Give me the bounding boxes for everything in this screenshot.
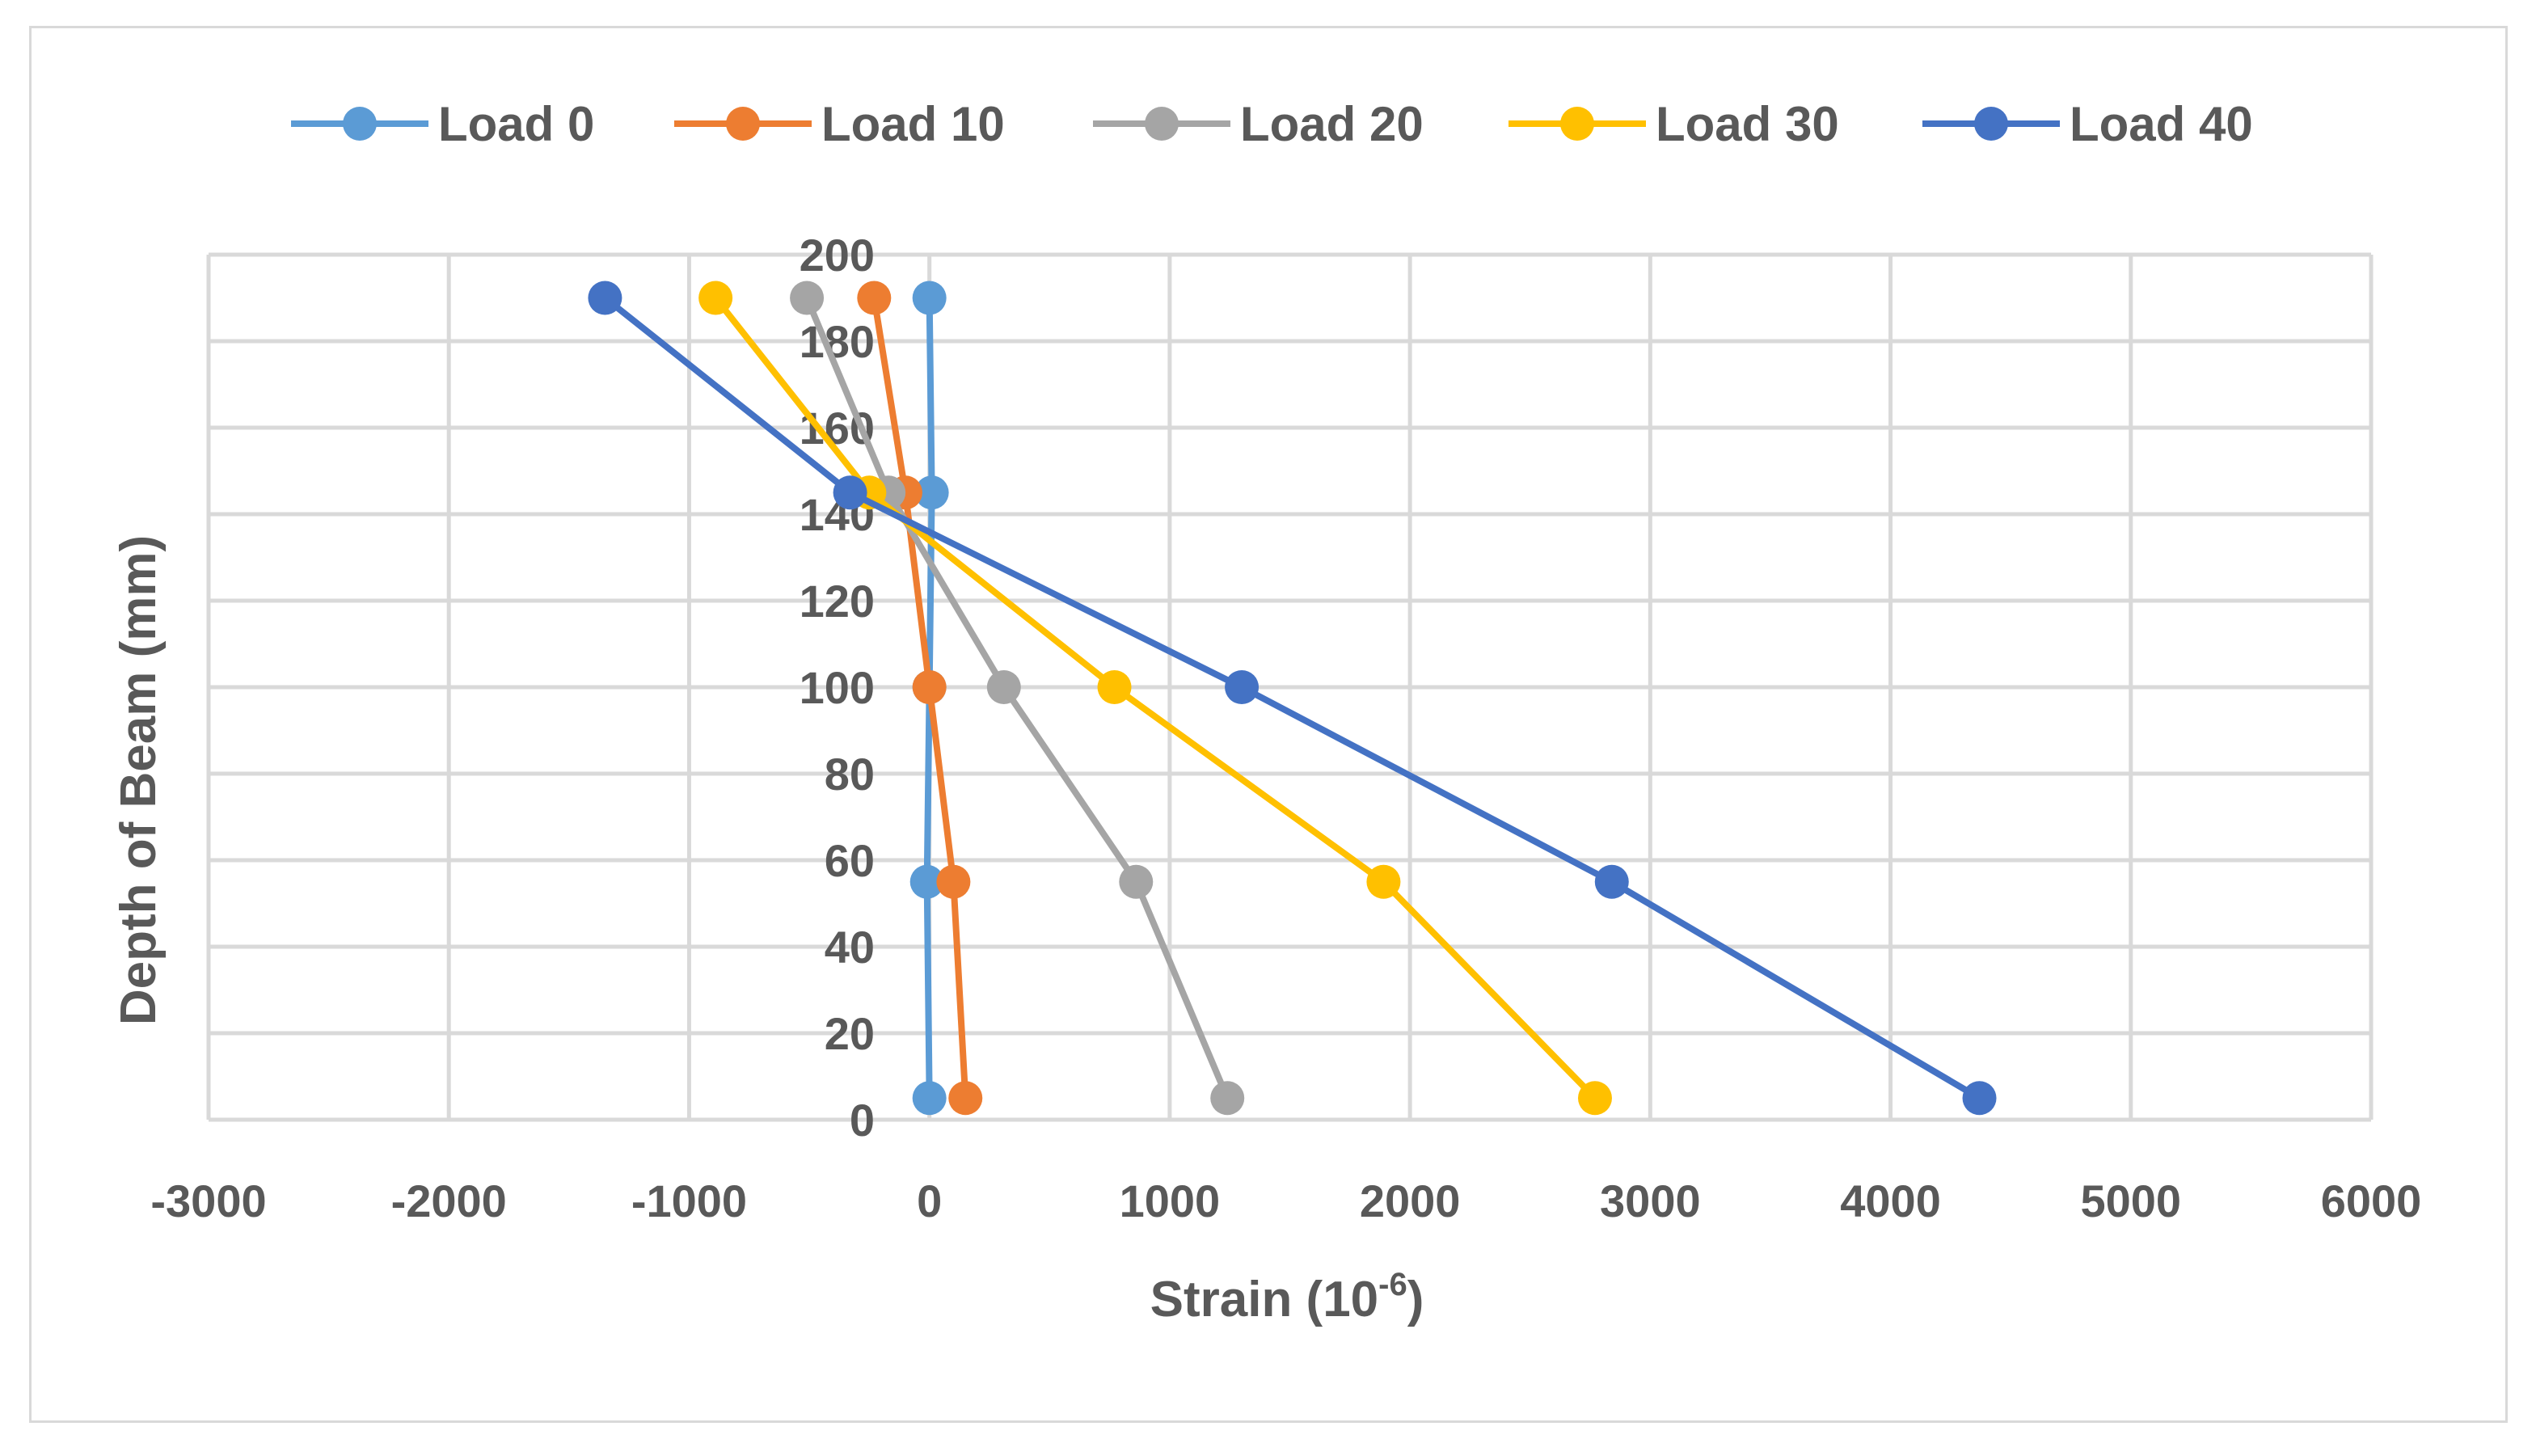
x-tick-label: -3000 [150,1175,266,1226]
legend-label: Load 40 [2070,97,2253,151]
data-point [1119,864,1154,899]
data-point [857,281,892,315]
y-tick-label: 40 [825,922,875,973]
legend-item[interactable]: Load 10 [674,97,1005,151]
legend-item[interactable]: Load 30 [1509,97,1839,151]
series-layer [588,281,1997,1116]
x-tick-label: 6000 [2321,1175,2422,1226]
data-point [1097,670,1132,704]
chart-area [29,26,2508,1423]
x-tick-label: 4000 [1840,1175,1941,1226]
y-tick-label: 200 [800,230,875,281]
data-point [1366,864,1401,899]
x-tick-label: 2000 [1360,1175,1461,1226]
x-axis-title-exponent: -6 [1378,1267,1407,1302]
legend-item[interactable]: Load 0 [291,97,594,151]
y-tick-label: 20 [825,1008,875,1059]
legend: Load 0 Load 10 Load 20 Load 30 Load 40 [291,97,2253,151]
legend-label: Load 10 [821,97,1005,151]
legend-swatch-marker [343,107,377,141]
series-load-20 [790,281,1245,1116]
x-tick-label: 3000 [1600,1175,1701,1226]
legend-label: Load 0 [438,97,594,151]
legend-item[interactable]: Load 20 [1093,97,1424,151]
legend-swatch-marker [1145,107,1179,141]
data-point [986,670,1021,704]
series-load-10 [857,281,983,1116]
x-tick-label: 1000 [1120,1175,1221,1226]
data-point [1594,864,1629,899]
data-point [1210,1081,1245,1116]
data-point [912,670,947,704]
data-point [912,281,947,315]
data-point [914,475,949,510]
data-point [1225,670,1260,704]
data-point [833,475,867,510]
x-tick-label: 0 [917,1175,942,1226]
legend-label: Load 20 [1240,97,1424,151]
y-tick-label: 0 [850,1095,875,1146]
data-point [790,281,825,315]
y-tick-label: 100 [800,662,875,713]
data-point [588,281,622,315]
legend-item[interactable]: Load 40 [1922,97,2253,151]
x-tick-label: 5000 [2080,1175,2181,1226]
data-point [698,281,733,315]
x-axis-title-main: Strain (10 [1150,1272,1379,1327]
x-tick-label: -1000 [631,1175,747,1226]
y-axis-title: Depth of Beam (mm) [111,535,167,1025]
data-point [1962,1081,1997,1116]
data-point [948,1081,983,1116]
x-axis-title-suffix: ) [1407,1272,1424,1327]
data-point [936,864,971,899]
y-tick-label: 60 [825,835,875,886]
y-tick-label: 120 [800,576,875,627]
series-load-30 [698,281,1612,1116]
legend-label: Load 30 [1656,97,1839,151]
y-tick-label: 80 [825,749,875,800]
series-load-40 [588,281,1997,1116]
x-axis-ticks: -3000 -2000 -1000 0 1000 2000 3000 4000 5000 6000 [150,1175,2421,1226]
legend-swatch-marker [726,107,760,141]
x-tick-label: -2000 [391,1175,507,1226]
x-axis-title: Strain (10-6) [1150,1267,1424,1327]
data-point [912,1081,947,1116]
y-tick-label: 180 [800,316,875,367]
legend-swatch-marker [1974,107,2008,141]
data-point [909,864,944,899]
data-point [1577,1081,1612,1116]
legend-swatch-marker [1560,107,1594,141]
gridlines [206,252,2374,1122]
